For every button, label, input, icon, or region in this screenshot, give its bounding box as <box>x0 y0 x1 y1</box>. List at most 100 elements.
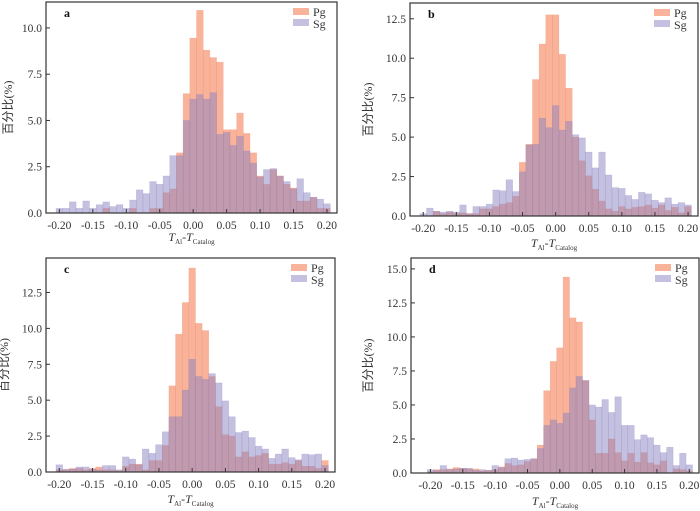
x-tick-label: 0.00 <box>183 220 203 232</box>
x-tick-label: -0.15 <box>451 480 475 492</box>
x-axis-label-part: T <box>550 494 558 508</box>
bar-sg <box>601 399 609 474</box>
y-tick-label: 7.5 <box>28 69 43 81</box>
y-tick-label: 10.0 <box>22 323 42 335</box>
legend-swatch-pg <box>293 8 309 15</box>
y-tick-label: 12.5 <box>22 287 42 299</box>
x-tick-label: -0.05 <box>147 479 171 491</box>
bar-sg <box>169 155 177 214</box>
bar-sg <box>465 467 473 474</box>
x-tick-label: -0.15 <box>81 479 105 491</box>
x-axis-label: TAl-TCatalog <box>531 236 578 252</box>
bar-sg <box>229 145 237 214</box>
x-axis-label-part: - <box>546 494 550 508</box>
x-tick-label: -0.05 <box>511 223 535 235</box>
x-axis-label-part: Catalog <box>192 500 214 508</box>
bar-sg <box>575 376 583 474</box>
legend-swatch-sg <box>655 275 671 282</box>
bar-sg <box>549 419 557 474</box>
x-axis-label: TAl-TCatalog <box>532 494 579 510</box>
bar-sg <box>314 453 322 473</box>
bar-sg <box>588 404 596 474</box>
x-axis-label-part: T <box>185 492 193 506</box>
bar-sg <box>102 465 110 473</box>
bar-sg <box>671 203 679 217</box>
y-tick-label: 5.0 <box>393 400 408 412</box>
x-axis-label: TAl-TCatalog <box>168 230 215 246</box>
bar-sg <box>209 92 217 214</box>
bar-sg <box>536 448 544 474</box>
plot-frame <box>409 2 699 217</box>
x-axis-label-part: T <box>167 492 175 506</box>
x-tick-label: -0.10 <box>114 479 138 491</box>
x-tick-label: 0.20 <box>679 480 699 492</box>
bar-sg <box>618 188 626 217</box>
x-tick-label: 0.20 <box>315 479 335 491</box>
bar-sg <box>426 207 434 217</box>
y-tick-label: 10.0 <box>387 332 407 344</box>
bar-sg <box>109 206 117 214</box>
bar-sg <box>208 373 216 473</box>
x-tick-label: 0.10 <box>250 220 270 232</box>
x-axis-label-part: Catalog <box>555 244 577 252</box>
legend-swatch-pg <box>654 9 670 16</box>
y-tick-label: 0.0 <box>392 211 407 223</box>
y-tick-label: 7.5 <box>393 366 408 378</box>
bar-sg <box>248 437 256 473</box>
bar-sg <box>666 446 674 474</box>
bar-sg <box>221 400 229 473</box>
bar-sg <box>102 201 110 214</box>
bar-sg <box>644 193 652 217</box>
bar-sg <box>605 174 613 217</box>
bar-sg <box>646 437 654 474</box>
bar-sg <box>479 206 487 217</box>
bar-sg <box>82 200 90 214</box>
y-axis-label: 百分比(%) <box>0 338 11 392</box>
bar-sg <box>585 151 593 217</box>
bar-sg <box>552 105 560 217</box>
bar-sg <box>162 431 170 473</box>
bar-sg <box>543 425 551 474</box>
x-tick-label: -0.20 <box>411 223 435 235</box>
panel-a: -0.20 -0.15 -0.10 -0.05 0.00 0.05 0.10 0.15 0.20… <box>1 1 338 246</box>
bar-sg <box>518 171 527 217</box>
bar-sg <box>664 197 672 217</box>
x-axis-label-part: T <box>168 230 176 244</box>
y-tick-label: 5.0 <box>28 115 43 127</box>
bar-sg <box>142 193 150 214</box>
series-sg <box>419 105 692 217</box>
series-sg <box>55 92 331 214</box>
bar-sg <box>608 412 616 474</box>
bar-sg <box>162 175 171 214</box>
bar-sg <box>283 181 291 214</box>
bar-sg <box>281 448 289 473</box>
bar-sg <box>432 211 441 217</box>
y-tick-label: 7.5 <box>392 93 407 105</box>
y-tick-label: 0.0 <box>393 468 408 480</box>
y-tick-label: 10.0 <box>22 23 42 35</box>
bar-sg <box>505 179 513 217</box>
bar-sg <box>75 208 84 214</box>
bar-sg <box>241 430 249 473</box>
bar-sg <box>498 467 506 474</box>
y-tick-label: 0.0 <box>28 467 43 479</box>
legend-label-sg: Sg <box>675 273 688 287</box>
bar-sg <box>530 458 538 474</box>
bar-sg <box>235 432 243 473</box>
bar-sg <box>591 167 599 217</box>
y-tick-label: 2.5 <box>393 434 408 446</box>
bar-sg <box>578 137 586 217</box>
x-tick-label: 0.15 <box>283 220 303 232</box>
x-tick-label: -0.15 <box>81 220 105 232</box>
bar-sg <box>155 444 163 473</box>
bar-sg <box>188 359 196 473</box>
bar-sg <box>195 376 203 473</box>
bar-sg <box>598 151 606 217</box>
bar-sg <box>202 98 211 214</box>
bar-sg <box>182 120 191 214</box>
plot-frame <box>45 257 336 473</box>
bar-sg <box>75 466 83 473</box>
x-tick-label: -0.05 <box>516 480 540 492</box>
bar-sg <box>569 387 577 474</box>
x-axis-label-part: T <box>549 236 557 250</box>
